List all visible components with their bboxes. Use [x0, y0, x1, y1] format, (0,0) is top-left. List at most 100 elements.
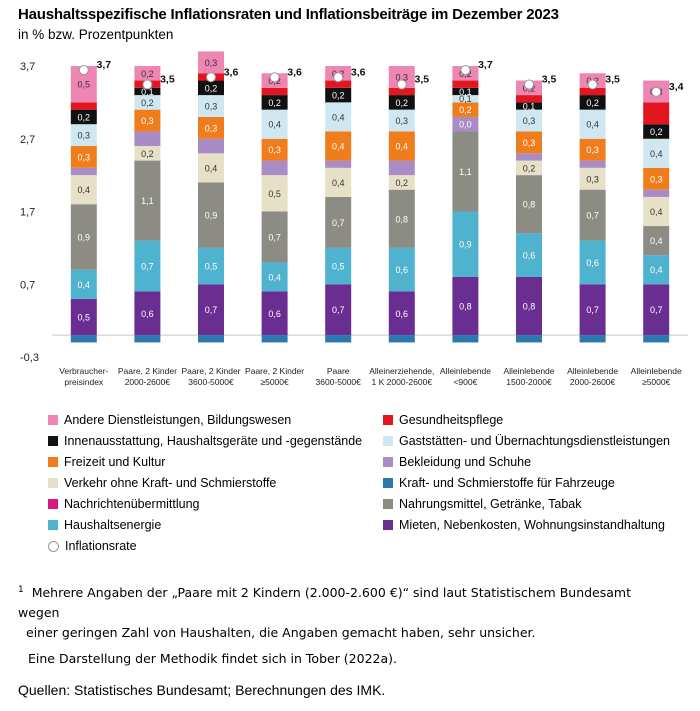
bar-segment	[516, 95, 542, 103]
data-label: 0,4	[586, 120, 599, 130]
bar-segment	[579, 87, 606, 96]
data-label: 0,3	[523, 116, 536, 126]
data-label: 0,4	[268, 272, 281, 282]
y-tick-label: 1,7	[20, 207, 35, 219]
legend-swatch	[48, 415, 58, 425]
legend-item: Andere Dienstleistungen, Bildungswesen	[48, 412, 291, 428]
x-tick-label: Paare, 2 Kinder	[245, 366, 304, 376]
legend-swatch	[383, 415, 393, 425]
data-label: 0,6	[523, 251, 536, 261]
bar-segment	[643, 138, 670, 168]
legend-item: Gaststätten- und Übernachtungsdienstleis…	[383, 433, 670, 449]
x-tick-label: Alleinlebende	[567, 366, 618, 376]
bar-segment	[198, 182, 224, 248]
bar-segment	[452, 276, 479, 336]
inflation-rate-marker	[524, 79, 534, 90]
bar-segment	[452, 116, 479, 132]
bar-segment	[452, 102, 479, 117]
legend-label: Gesundheitspflege	[399, 413, 504, 427]
legend-label: Innenausstattung, Haushaltsgeräte und -g…	[64, 434, 363, 448]
inflation-rate-label: 3,6	[287, 66, 302, 78]
data-label: 0,2	[268, 98, 281, 108]
bar-segment	[198, 335, 224, 343]
data-label: 0,6	[268, 309, 281, 319]
inflation-rate-label: 3,7	[96, 59, 111, 71]
bar-segment	[70, 175, 97, 205]
data-label: 0,7	[332, 218, 345, 228]
bar-segment	[134, 240, 161, 292]
data-label: 0,3	[78, 131, 91, 141]
inflation-rate-label: 3,7	[478, 59, 493, 71]
inflation-rate-marker	[396, 79, 407, 90]
data-label: 0,6	[141, 309, 154, 319]
bar-segment	[452, 335, 479, 343]
data-label: 0,3	[396, 72, 409, 82]
bar-segment	[388, 247, 415, 292]
legend-label: Mieten, Nebenkosten, Wohnungsinstandhalt…	[399, 518, 665, 532]
inflation-rate-label: 3,6	[351, 66, 366, 78]
data-label: 0,3	[205, 123, 218, 133]
legend-item: Gesundheitspflege	[383, 412, 503, 428]
data-label: 0,1	[523, 102, 536, 112]
data-label: 0,2	[141, 98, 154, 108]
bar-segment	[516, 276, 542, 336]
bar-segment	[516, 233, 542, 277]
data-label: 0,1	[459, 87, 472, 97]
legend-swatch	[48, 457, 58, 467]
bar-segment	[325, 247, 352, 285]
bar-segment	[134, 160, 161, 241]
bar-segment	[579, 240, 606, 285]
bar-segment	[579, 167, 606, 190]
bar-segment	[579, 160, 606, 168]
bar-segment	[325, 87, 352, 103]
x-tick-label: Paare	[327, 366, 350, 376]
bar-segment	[70, 124, 97, 147]
inflation-rate-label: 3,5	[160, 74, 175, 86]
bar-segment	[134, 131, 161, 147]
legend-label: Inflationsrate	[65, 539, 137, 553]
data-label: 0,9	[78, 232, 91, 242]
inflation-rate-label: 3,6	[224, 66, 239, 78]
legend-item: Nahrungsmittel, Getränke, Tabak	[383, 496, 582, 512]
bar-segment	[70, 102, 97, 110]
inflation-rate-label: 3,5	[605, 74, 620, 86]
bar-segment	[70, 167, 97, 176]
bar-segment	[325, 131, 352, 161]
bar-segment	[70, 269, 97, 299]
x-tick-label: Alleinlebende	[440, 366, 491, 376]
x-tick-label: preisindex	[64, 377, 103, 387]
legend-item: Nachrichtenübermittlung	[48, 496, 200, 512]
data-label: 0,9	[459, 240, 472, 250]
bar-segment	[134, 95, 161, 110]
legend-swatch	[48, 499, 58, 509]
data-label: 1,1	[459, 167, 472, 177]
bar-segment	[325, 160, 352, 168]
bar-segment	[198, 138, 224, 154]
legend-swatch	[383, 520, 393, 530]
bar-segment	[643, 124, 670, 139]
inflation-rate-marker	[460, 65, 471, 75]
inflation-rate-marker	[78, 65, 89, 75]
bar-segment	[643, 284, 670, 336]
data-label: 0,8	[459, 302, 472, 312]
legend-swatch	[48, 478, 58, 488]
bar-segment	[261, 160, 288, 176]
legend-swatch	[48, 520, 58, 530]
bar-segment	[134, 291, 161, 336]
bar-segment	[388, 95, 415, 110]
data-label: 0,3	[141, 116, 154, 126]
bar-segment	[579, 189, 606, 241]
data-label: 0,7	[332, 305, 345, 315]
data-label: 0,4	[650, 149, 663, 159]
legend-label: Kraft- und Schmierstoffe für Fahrzeuge	[399, 476, 615, 490]
data-label: 0,7	[268, 232, 281, 242]
data-label: 0,6	[586, 258, 599, 268]
data-label: 0,5	[332, 262, 345, 272]
data-label: 0,6	[396, 265, 409, 275]
x-tick-label: ≥5000€	[642, 377, 671, 387]
data-label: 0,4	[650, 207, 663, 217]
data-label: 0,5	[78, 80, 91, 90]
bar-segment	[261, 109, 288, 139]
bar-segment	[134, 109, 161, 132]
data-label: 0,3	[650, 174, 663, 184]
